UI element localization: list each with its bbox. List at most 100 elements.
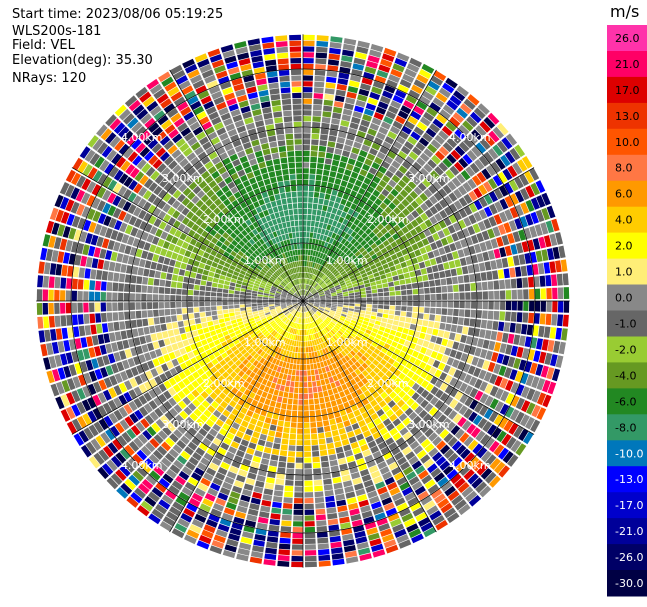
velocity-gate [184,446,194,456]
velocity-gate [152,207,162,217]
velocity-gate [179,158,189,168]
velocity-gate [371,311,377,316]
velocity-gate [391,446,401,456]
velocity-gate [463,408,473,419]
velocity-gate [76,401,86,414]
velocity-gate [319,316,325,321]
velocity-gate [120,160,131,172]
velocity-gate [329,459,338,467]
velocity-gate [313,262,317,269]
velocity-gate [356,351,363,358]
velocity-gate [429,205,438,215]
velocity-gate [364,521,377,530]
velocity-gate [292,302,298,305]
velocity-gate [407,180,417,190]
velocity-gate [238,240,246,247]
velocity-gate [406,436,416,446]
velocity-gate [413,331,421,338]
velocity-gate [260,282,266,287]
velocity-gate [432,232,440,241]
velocity-gate [345,280,351,284]
velocity-gate [191,389,200,398]
velocity-gate [340,231,347,238]
velocity-gate [294,323,297,329]
velocity-gate [82,219,92,232]
velocity-gate [253,539,265,547]
velocity-gate [388,286,395,292]
velocity-gate [145,166,156,177]
velocity-gate [443,331,450,339]
velocity-gate [430,139,442,150]
velocity-gate [499,311,506,321]
velocity-gate [310,316,314,322]
velocity-gate [173,245,181,254]
velocity-gate [379,427,388,436]
velocity-gate [309,273,312,279]
velocity-gate [164,224,172,233]
velocity-gate [359,269,366,275]
velocity-gate [442,293,448,300]
velocity-gate [398,274,405,280]
velocity-gate [361,260,368,266]
velocity-gate [91,197,101,209]
velocity-gate [303,278,306,284]
velocity-gate [321,314,326,319]
velocity-gate [442,104,455,115]
velocity-gate [391,404,400,413]
velocity-gate [325,152,334,159]
velocity-gate [318,222,324,228]
velocity-gate [321,283,326,288]
velocity-gate [304,515,315,521]
velocity-gate [298,306,301,312]
velocity-gate [176,239,184,247]
velocity-gate [135,284,142,293]
velocity-gate [493,444,505,457]
velocity-gate [417,182,427,192]
velocity-gate [234,367,241,374]
velocity-gate [186,220,195,229]
velocity-gate [197,462,208,472]
velocity-gate [335,264,342,270]
velocity-gate [299,306,302,312]
velocity-gate [404,141,414,150]
velocity-gate [303,121,311,128]
velocity-gate [287,357,291,363]
velocity-gate [162,241,171,249]
velocity-gate [135,248,143,258]
velocity-gate [336,499,347,507]
velocity-gate [171,358,179,367]
velocity-gate [163,400,173,411]
velocity-gate [50,383,60,397]
velocity-gate [214,232,222,240]
velocity-gate [200,221,208,230]
velocity-gate [409,501,422,512]
velocity-gate [404,120,415,130]
velocity-gate [384,223,393,231]
velocity-gate [252,308,258,312]
velocity-gate [470,282,477,291]
velocity-gate [82,385,92,398]
velocity-gate [354,292,361,296]
velocity-gate [322,329,327,335]
velocity-gate [338,185,346,193]
velocity-gate [402,394,411,403]
velocity-gate [320,361,325,368]
velocity-gate [477,103,490,115]
velocity-gate [249,320,256,325]
velocity-gate [251,298,257,301]
velocity-gate [404,68,417,78]
velocity-gate [323,420,330,427]
velocity-gate [407,265,415,272]
velocity-gate [233,435,242,444]
velocity-gate [447,452,459,464]
velocity-gate [294,304,299,309]
velocity-gate [303,145,310,151]
velocity-gate [340,198,347,206]
velocity-gate [537,263,545,275]
velocity-gate [182,187,192,197]
velocity-gate [135,126,147,137]
velocity-gate [174,349,182,358]
velocity-gate [213,371,222,379]
velocity-gate [430,335,437,343]
velocity-gate [391,325,398,331]
